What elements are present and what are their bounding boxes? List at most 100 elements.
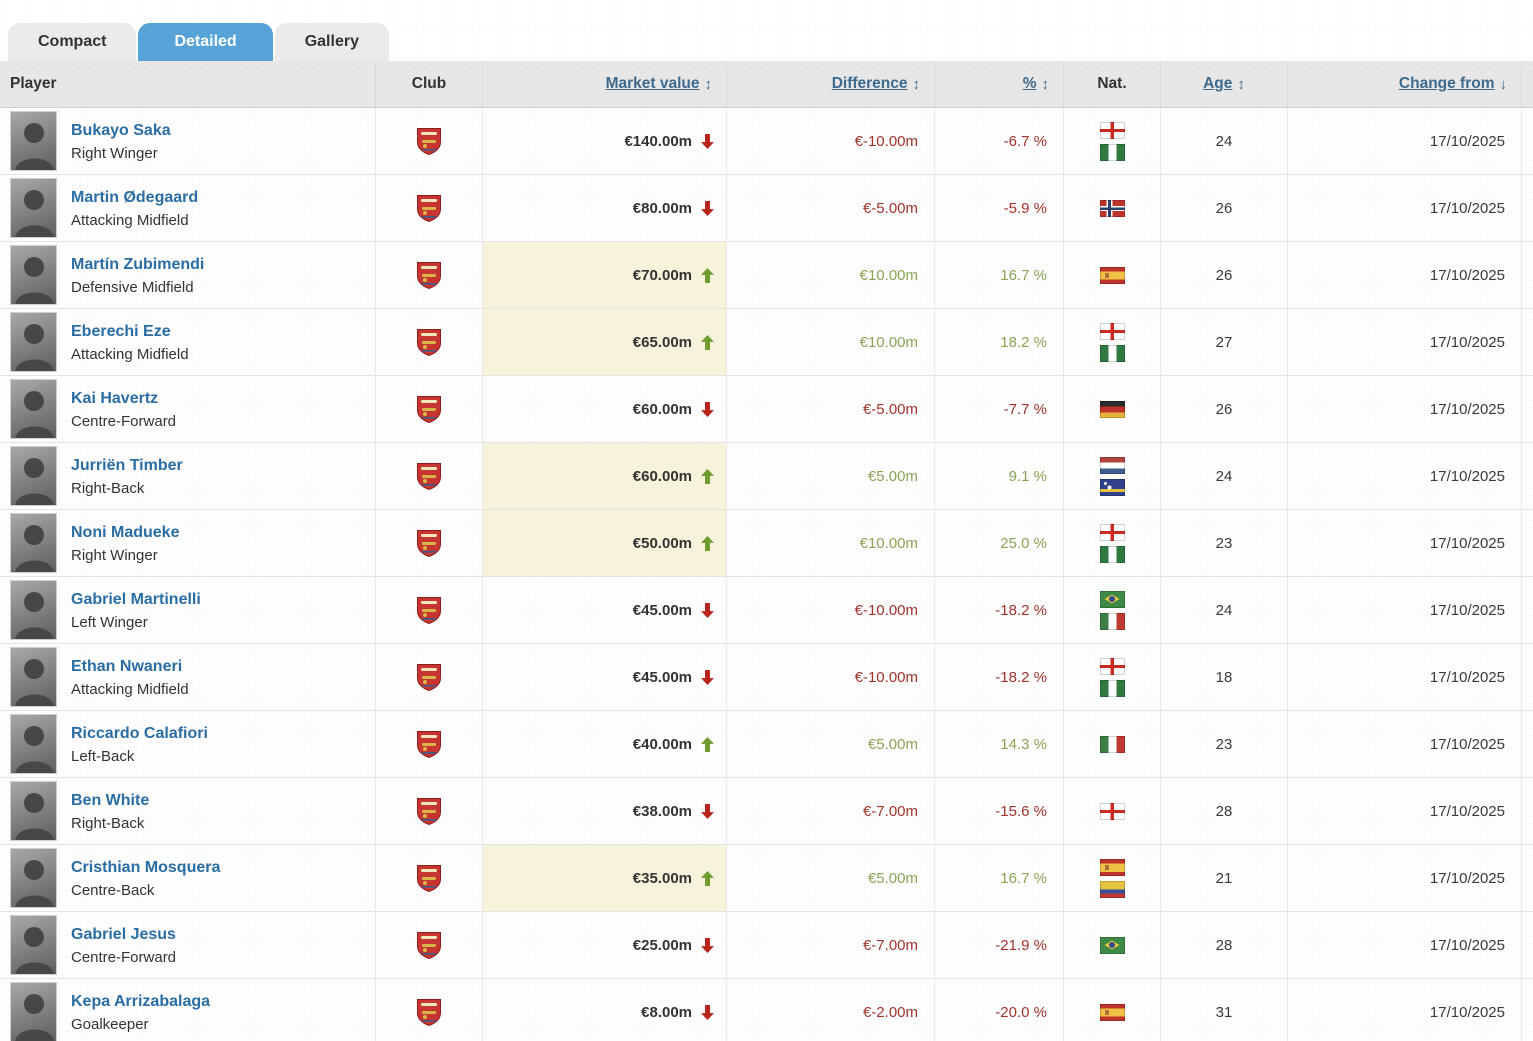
nationality-cell <box>1063 443 1160 509</box>
player-photo[interactable] <box>10 312 57 372</box>
tab-gallery[interactable]: Gallery <box>274 23 389 61</box>
tab-detailed[interactable]: Detailed <box>138 23 273 61</box>
nationality-cell <box>1063 376 1160 442</box>
club-cell <box>375 979 482 1041</box>
player-cell: Riccardo Calafiori Left-Back <box>0 711 375 777</box>
flag-stack <box>1099 456 1125 496</box>
col-header-club: Club <box>375 61 482 107</box>
player-photo[interactable] <box>10 446 57 506</box>
sort-difference-link[interactable]: Difference <box>831 75 908 92</box>
arsenal-crest-icon[interactable] <box>416 730 442 759</box>
percent-cell: -20.0 % <box>934 979 1063 1041</box>
player-name-link[interactable]: Gabriel Martinelli <box>71 590 201 608</box>
arsenal-crest-icon[interactable] <box>416 663 442 692</box>
club-cell <box>375 242 482 308</box>
market-value: €45.00m <box>632 601 692 619</box>
player-info: Riccardo Calafiori Left-Back <box>71 724 208 765</box>
club-cell <box>375 577 482 643</box>
sort-change-from-link[interactable]: Change from <box>1398 75 1495 92</box>
person-silhouette-icon <box>15 860 54 907</box>
player-name-link[interactable]: Riccardo Calafiori <box>71 724 208 742</box>
sort-age-link[interactable]: Age <box>1203 75 1233 92</box>
player-photo[interactable] <box>10 982 57 1041</box>
player-info: Gabriel Martinelli Left Winger <box>71 590 201 631</box>
player-position: Goalkeeper <box>71 1015 149 1033</box>
market-value: €65.00m <box>632 333 692 351</box>
sort-percent-link[interactable]: % <box>1022 75 1037 92</box>
sort-updown-icon[interactable]: ↕ <box>912 75 921 93</box>
player-name-link[interactable]: Gabriel Jesus <box>71 925 176 943</box>
sort-down-icon[interactable]: ↓ <box>1499 75 1508 93</box>
table-header: Player Club Market value ↕ Difference ↕ … <box>0 61 1533 108</box>
flag-stack <box>1099 657 1125 697</box>
market-value: €35.00m <box>632 869 692 887</box>
flag-stack <box>1099 199 1125 217</box>
arsenal-crest-icon[interactable] <box>416 261 442 290</box>
club-cell <box>375 778 482 844</box>
player-photo[interactable] <box>10 714 57 774</box>
player-photo[interactable] <box>10 111 57 171</box>
player-name-link[interactable]: Martin Ødegaard <box>71 188 199 206</box>
player-name-link[interactable]: Jurriën Timber <box>71 456 183 474</box>
player-name-link[interactable]: Cristhian Mosquera <box>71 858 221 876</box>
difference-cell: €10.00m <box>726 309 934 375</box>
trend-down-icon <box>701 803 714 819</box>
player-photo[interactable] <box>10 513 57 573</box>
player-name-link[interactable]: Noni Madueke <box>71 523 180 541</box>
arsenal-crest-icon[interactable] <box>416 127 442 156</box>
player-cell: Ethan Nwaneri Attacking Midfield <box>0 644 375 710</box>
player-name-link[interactable]: Kepa Arrizabalaga <box>71 992 211 1010</box>
player-cell: Bukayo Saka Right Winger <box>0 108 375 174</box>
arsenal-crest-icon[interactable] <box>416 931 442 960</box>
person-silhouette-icon <box>15 391 54 438</box>
sort-updown-icon[interactable]: ↕ <box>704 75 713 93</box>
trend-down-icon <box>701 133 714 149</box>
arsenal-crest-icon[interactable] <box>416 596 442 625</box>
arsenal-crest-icon[interactable] <box>416 395 442 424</box>
sort-updown-icon[interactable]: ↕ <box>1237 75 1245 93</box>
player-name-link[interactable]: Bukayo Saka <box>71 121 171 139</box>
player-photo[interactable] <box>10 848 57 908</box>
player-photo[interactable] <box>10 781 57 841</box>
player-photo[interactable] <box>10 915 57 975</box>
change-from-cell: 17/10/2025 <box>1287 644 1521 710</box>
sort-updown-icon[interactable]: ↕ <box>1041 75 1050 93</box>
player-photo[interactable] <box>10 580 57 640</box>
market-value: €40.00m <box>632 735 692 753</box>
player-name-link[interactable]: Kai Havertz <box>71 389 159 407</box>
club-cell <box>375 711 482 777</box>
person-silhouette-icon <box>15 927 54 974</box>
player-photo[interactable] <box>10 245 57 305</box>
age-cell: 24 <box>1160 108 1287 174</box>
market-value: €8.00m <box>641 1003 692 1021</box>
arsenal-crest-icon[interactable] <box>416 529 442 558</box>
person-silhouette-icon <box>15 257 54 304</box>
flag-spain-icon <box>1099 1003 1125 1021</box>
player-name-link[interactable]: Eberechi Eze <box>71 322 171 340</box>
change-from-cell: 17/10/2025 <box>1287 510 1521 576</box>
player-name-link[interactable]: Ben White <box>71 791 150 809</box>
player-cell: Ben White Right-Back <box>0 778 375 844</box>
arsenal-crest-icon[interactable] <box>416 194 442 223</box>
player-position: Left-Back <box>71 747 135 765</box>
percent-cell: 16.7 % <box>934 845 1063 911</box>
player-name-link[interactable]: Martín Zubimendi <box>71 255 205 273</box>
arsenal-crest-icon[interactable] <box>416 797 442 826</box>
arsenal-crest-icon[interactable] <box>416 864 442 893</box>
arsenal-crest-icon[interactable] <box>416 998 442 1027</box>
market-value-cell: €35.00m <box>482 845 726 911</box>
arsenal-crest-icon[interactable] <box>416 462 442 491</box>
sort-market-value-link[interactable]: Market value <box>605 75 700 92</box>
difference-cell: €5.00m <box>726 711 934 777</box>
arsenal-crest-icon[interactable] <box>416 328 442 357</box>
player-position: Centre-Forward <box>71 412 177 430</box>
age-cell: 26 <box>1160 376 1287 442</box>
club-cell <box>375 443 482 509</box>
tab-compact[interactable]: Compact <box>8 23 137 61</box>
flag-stack <box>1099 400 1125 418</box>
player-photo[interactable] <box>10 647 57 707</box>
player-name-link[interactable]: Ethan Nwaneri <box>71 657 183 675</box>
player-photo[interactable] <box>10 379 57 439</box>
market-value-cell: €60.00m <box>482 376 726 442</box>
player-photo[interactable] <box>10 178 57 238</box>
